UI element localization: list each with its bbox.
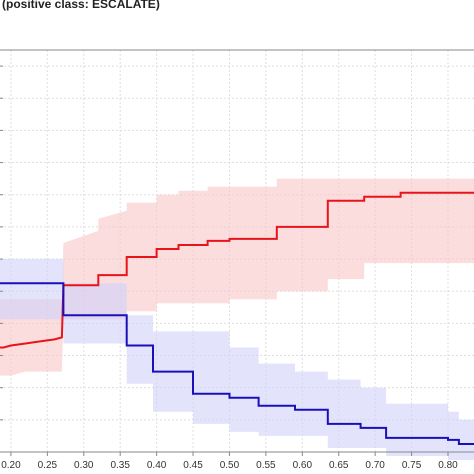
x-tick-label: 0.55	[256, 460, 276, 471]
x-tick-label: 0.25	[38, 460, 58, 471]
confidence-band-1	[0, 178, 474, 376]
x-axis-ticks: 0.20 0.25 0.30 0.35 0.40 0.45 0.50 0.55 0.60 0.65…	[0, 65, 458, 471]
series-line-1	[0, 191, 474, 349]
series-lines	[0, 191, 474, 445]
x-tick-label: 0.40	[147, 460, 167, 471]
chart-title: (positive class: ESCALATE)	[2, 0, 160, 11]
x-tick-label: 0.50	[220, 460, 240, 471]
confidence-bands	[0, 178, 474, 460]
x-tick-label: 0.60	[293, 460, 313, 471]
x-tick-label: 0.70	[365, 460, 385, 471]
x-tick-label: 0.30	[74, 460, 94, 471]
x-tick-label: 0.35	[110, 460, 130, 471]
x-tick-label: 0.20	[1, 460, 21, 471]
series-line-2	[0, 282, 474, 445]
x-tick-label: 0.65	[329, 460, 349, 471]
x-tick-label: 0.80	[438, 460, 458, 471]
x-tick-label: 0.75	[402, 460, 422, 471]
x-tick-label: 0.45	[183, 460, 203, 471]
confidence-band-2	[0, 259, 474, 460]
plot-frame	[0, 49, 474, 453]
